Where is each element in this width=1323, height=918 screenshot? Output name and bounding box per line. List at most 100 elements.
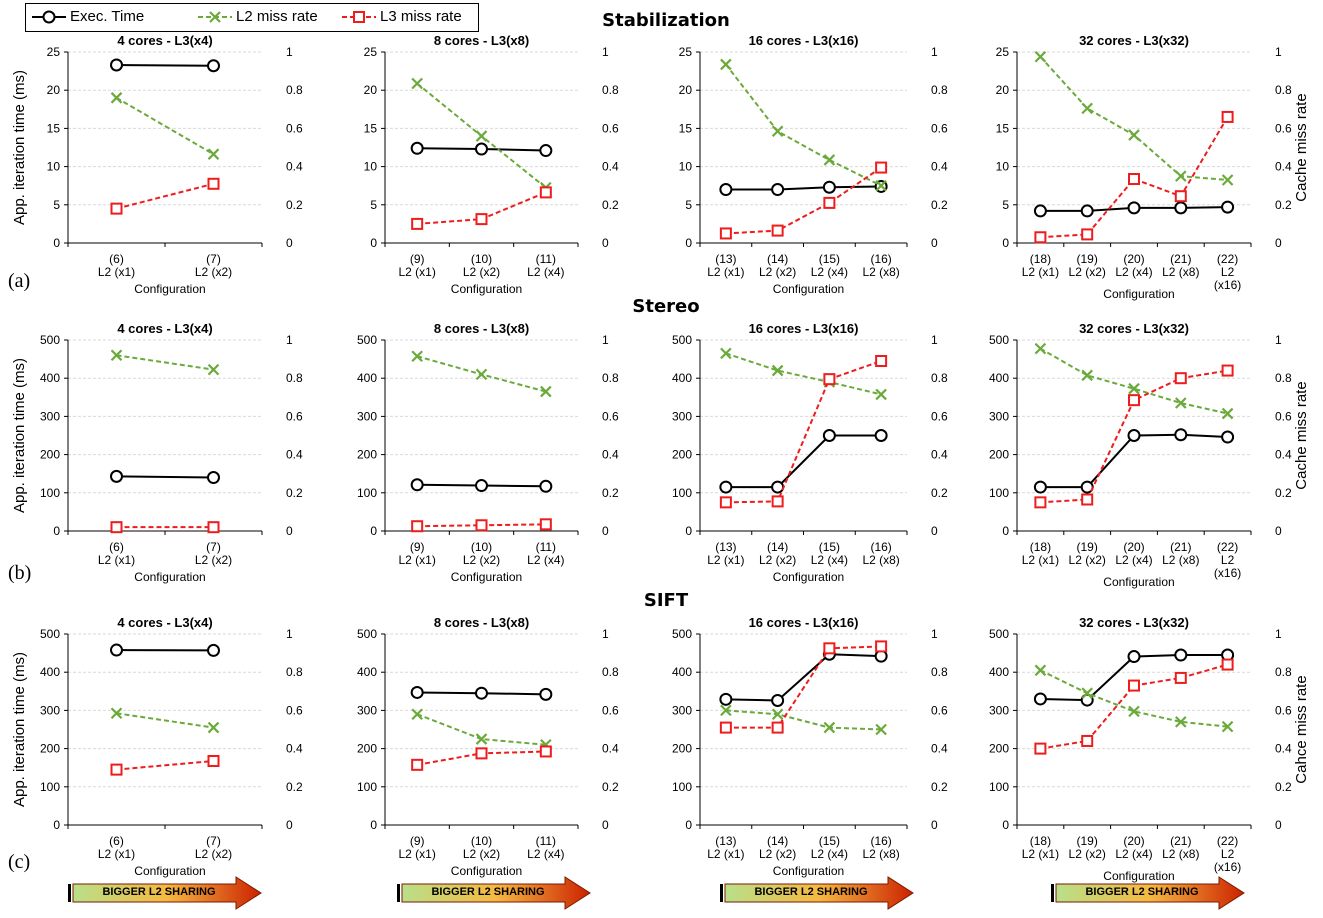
y-tick-label: 100 bbox=[357, 486, 377, 500]
data-point bbox=[207, 721, 220, 734]
x-tick-label: L2 (x2) bbox=[195, 847, 232, 861]
x-tick-label: (15) bbox=[819, 834, 840, 848]
y-axis-label: App. iteration time (ms) bbox=[11, 652, 28, 807]
y-tick-label: 300 bbox=[672, 409, 692, 423]
y2-tick-label: 0.4 bbox=[602, 160, 619, 174]
data-point bbox=[207, 643, 220, 657]
y-tick-label: 500 bbox=[357, 627, 377, 641]
chart-title: 4 cores - L3(x4) bbox=[117, 33, 212, 48]
y-tick-label: 5 bbox=[370, 198, 377, 212]
series-line bbox=[116, 182, 214, 210]
x-tick-label: L2 (x2) bbox=[463, 847, 500, 861]
bigger-l2-sharing-arrow: BIGGER L2 SHARING bbox=[66, 876, 263, 910]
y-tick-label: 200 bbox=[672, 448, 692, 462]
data-point bbox=[540, 385, 552, 398]
data-point bbox=[110, 521, 123, 534]
y2-tick-label: 1 bbox=[602, 45, 609, 59]
arrow-shape bbox=[1051, 876, 1245, 910]
series-line bbox=[1039, 56, 1228, 181]
x-tick-label: L2 (x4) bbox=[1115, 265, 1152, 279]
data-point bbox=[475, 686, 488, 700]
y-tick-label: 300 bbox=[672, 703, 692, 717]
y-tick-label: 100 bbox=[357, 780, 377, 794]
y-tick-label: 0 bbox=[1002, 524, 1009, 538]
arrow-shape bbox=[720, 876, 914, 910]
y-tick-label: 0 bbox=[370, 524, 377, 538]
series-exec-time bbox=[1033, 428, 1235, 494]
series-exec-time bbox=[719, 647, 888, 707]
series-line bbox=[1040, 433, 1228, 489]
y2-tick-label: 0.6 bbox=[931, 703, 948, 717]
y2-tick-label: 0 bbox=[286, 236, 293, 250]
y2-tick-label: 0.6 bbox=[602, 409, 619, 423]
data-point bbox=[411, 350, 423, 363]
y2-tick-label: 0.8 bbox=[286, 83, 303, 97]
x-tick-label: (16) bbox=[870, 540, 891, 554]
x-axis-label: Configuration bbox=[134, 570, 205, 584]
data-point bbox=[475, 479, 488, 493]
chart-panel-2-3: 0 100 200 300 400 500 0 0.2 0.4 0.6 0.8 1 (13)L2 (x1… bbox=[672, 321, 948, 584]
data-point bbox=[539, 745, 552, 758]
x-tick-label: L2 (x1) bbox=[398, 553, 435, 567]
legend-swatch-exec bbox=[32, 10, 66, 24]
series-l2-miss-rate bbox=[720, 347, 887, 401]
x-tick-label: (x16) bbox=[1214, 278, 1241, 292]
y2-tick-label: 0.6 bbox=[931, 121, 948, 135]
data-point bbox=[1174, 428, 1188, 442]
y2-tick-label: 0.2 bbox=[1275, 780, 1292, 794]
x-axis-label: Configuration bbox=[1103, 575, 1174, 589]
series-l2-miss-rate bbox=[411, 708, 552, 751]
data-point bbox=[539, 687, 553, 701]
data-point bbox=[720, 704, 732, 717]
data-point bbox=[539, 186, 552, 199]
x-tick-label: (21) bbox=[1170, 540, 1191, 554]
x-tick-label: (14) bbox=[767, 834, 788, 848]
x-tick-label: L2 (x8) bbox=[1162, 847, 1199, 861]
y2-tick-label: 0.4 bbox=[931, 160, 948, 174]
section-title-stereo: Stereo bbox=[632, 296, 700, 317]
chart-panel-2-1: 0 100 200 300 400 500 0 0.2 0.4 0.6 0.8 1 (6)L2 (x1)… bbox=[11, 321, 303, 584]
x-tick-label: L2 (x2) bbox=[1069, 847, 1106, 861]
chart-title: 8 cores - L3(x8) bbox=[434, 33, 529, 48]
data-point bbox=[1174, 648, 1188, 662]
x-tick-label: L2 (x1) bbox=[98, 265, 135, 279]
x-tick-label: (11) bbox=[536, 252, 556, 266]
x-tick-label: L2 bbox=[1221, 847, 1235, 861]
data-point bbox=[771, 708, 784, 720]
data-point bbox=[1081, 102, 1093, 115]
data-point bbox=[410, 685, 424, 699]
chart-title: 4 cores - L3(x4) bbox=[117, 321, 212, 336]
y2-tick-label: 1 bbox=[286, 333, 293, 347]
x-tick-label: (13) bbox=[715, 834, 736, 848]
y2-tick-label: 0 bbox=[602, 818, 609, 832]
y-tick-label: 0 bbox=[685, 524, 692, 538]
x-axis-label: Configuration bbox=[451, 282, 522, 296]
y2-tick-label: 0.6 bbox=[1275, 121, 1292, 135]
data-point bbox=[1175, 170, 1187, 182]
bigger-l2-sharing-arrow: BIGGER L2 SHARING bbox=[1049, 876, 1246, 910]
x-tick-label: (6) bbox=[109, 540, 124, 554]
y-tick-label: 200 bbox=[989, 448, 1009, 462]
x-tick-label: (15) bbox=[819, 540, 840, 554]
data-point bbox=[719, 227, 732, 240]
x-tick-label: L2 bbox=[1221, 553, 1235, 567]
series-l2-miss-rate bbox=[720, 58, 887, 192]
y2-tick-label: 0.6 bbox=[286, 409, 303, 423]
data-point bbox=[1174, 190, 1187, 203]
data-point bbox=[539, 518, 552, 531]
x-tick-label: (15) bbox=[819, 252, 840, 266]
y-tick-label: 25 bbox=[679, 45, 693, 59]
y2-tick-label: 0.4 bbox=[286, 448, 303, 462]
y-tick-label: 200 bbox=[989, 742, 1009, 756]
data-point bbox=[874, 429, 888, 442]
data-point bbox=[719, 480, 733, 494]
series-l3-miss-rate bbox=[719, 161, 888, 240]
data-point bbox=[1221, 430, 1235, 444]
x-tick-label: (16) bbox=[870, 252, 891, 266]
y2-tick-label: 0.8 bbox=[286, 665, 303, 679]
data-point bbox=[771, 693, 785, 707]
data-point bbox=[1127, 429, 1141, 442]
